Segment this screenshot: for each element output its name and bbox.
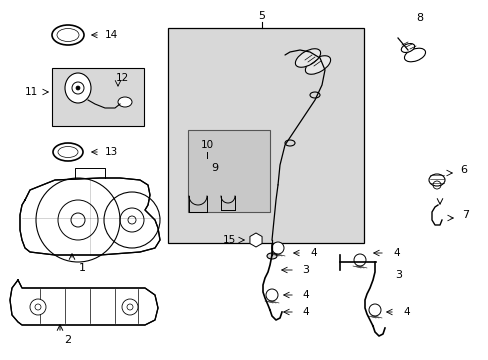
Ellipse shape [295,49,320,67]
Circle shape [265,289,278,301]
Circle shape [271,242,284,254]
Text: 12: 12 [115,73,128,83]
Text: 15: 15 [223,235,236,245]
Text: 4: 4 [302,290,308,300]
Bar [187,130,269,212]
Text: 4: 4 [309,248,316,258]
Ellipse shape [285,140,294,146]
Text: 5: 5 [258,11,265,21]
Text: 10: 10 [200,140,213,150]
Text: 4: 4 [402,307,409,317]
Text: 1: 1 [79,263,85,273]
Text: 3: 3 [394,270,401,280]
Text: 4: 4 [392,248,399,258]
Text: 13: 13 [105,147,118,157]
Polygon shape [20,178,160,255]
Bar [168,28,363,243]
Ellipse shape [305,56,330,74]
Text: 9: 9 [211,163,218,173]
Text: 4: 4 [302,307,308,317]
Bar [52,68,143,126]
Ellipse shape [65,73,91,103]
Text: 8: 8 [416,13,423,23]
Circle shape [76,86,80,90]
Ellipse shape [428,174,444,186]
Polygon shape [10,280,158,325]
Ellipse shape [404,48,425,62]
Ellipse shape [401,44,414,53]
Text: 14: 14 [105,30,118,40]
Text: 2: 2 [64,335,71,345]
Ellipse shape [309,92,319,98]
Circle shape [122,299,138,315]
Text: 11: 11 [25,87,38,97]
Ellipse shape [118,97,132,107]
Text: 7: 7 [461,210,468,220]
Circle shape [368,304,380,316]
Text: 3: 3 [302,265,308,275]
Circle shape [353,254,365,266]
Text: 6: 6 [459,165,466,175]
Ellipse shape [266,253,276,259]
Circle shape [30,299,46,315]
